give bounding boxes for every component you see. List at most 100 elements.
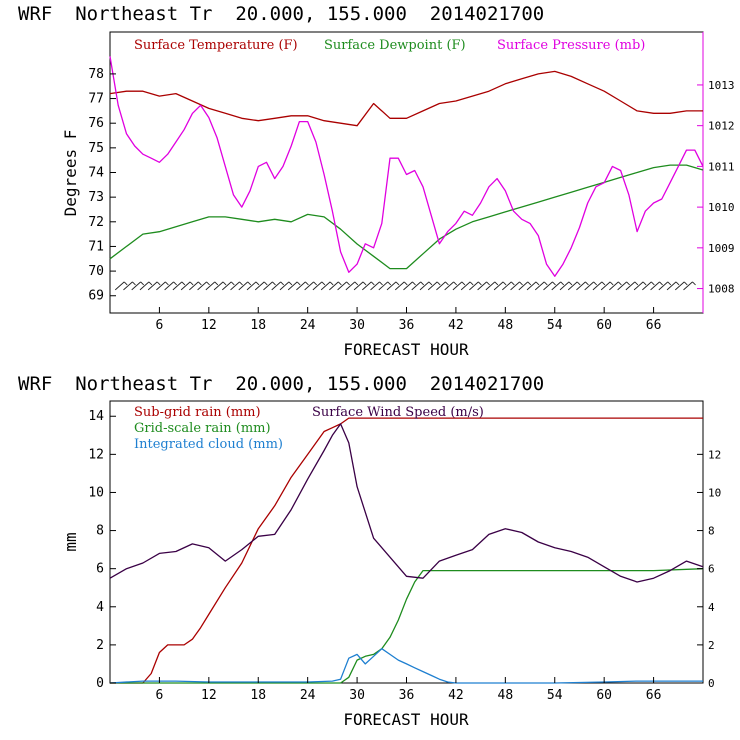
wind-barb-flag	[601, 281, 606, 286]
legend-gridscale-rain: Grid-scale rain (mm)	[134, 421, 271, 436]
wind-barb	[534, 281, 545, 291]
y-tick-label: 10	[88, 485, 104, 500]
wind-barb	[205, 281, 216, 291]
wind-barb	[576, 281, 586, 291]
chart-title-bottom: WRF Northeast Tr 20.000, 155.000 2014021…	[18, 373, 544, 395]
wind-barb-flag	[387, 281, 392, 286]
wind-barb-flag	[428, 281, 433, 286]
wind-barb	[411, 281, 422, 291]
wind-barb-flag	[412, 281, 416, 286]
wind-barb-flag	[206, 281, 210, 286]
wind-barb	[238, 281, 249, 291]
wind-barb	[296, 281, 306, 291]
x-tick-label: 12	[201, 688, 217, 703]
wind-barb	[510, 281, 520, 291]
x-tick-label: 6	[156, 318, 164, 333]
wind-barb-flag	[296, 281, 301, 286]
wind-barb-flag	[239, 281, 243, 286]
wind-barb-flag	[585, 281, 589, 286]
x-tick-label: 6	[156, 688, 164, 703]
wind-barb	[674, 281, 685, 291]
wind-barb-flag	[692, 281, 696, 286]
wind-barb	[131, 281, 142, 291]
wind-barb-flag	[313, 281, 317, 286]
wind-barb	[559, 281, 570, 291]
wind-barb	[164, 281, 174, 291]
x-tick-label: 42	[448, 318, 464, 333]
wind-barb	[353, 281, 364, 291]
x-tick-label: 36	[399, 688, 415, 703]
wind-barb	[123, 281, 133, 291]
y-tick-label: 74	[88, 166, 104, 181]
wind-barb-flag	[420, 281, 425, 286]
wind-barb-flag	[552, 281, 556, 286]
legend-surface-pressure: Surface Pressure (mb)	[497, 38, 645, 53]
x-tick-label: 24	[300, 688, 316, 703]
wind-barb	[271, 281, 282, 291]
wind-barb-flag	[255, 281, 260, 286]
chart-title-top: WRF Northeast Tr 20.000, 155.000 2014021…	[18, 3, 544, 25]
wind-barb	[493, 281, 504, 291]
y2-tick-label: 6	[708, 563, 715, 576]
wind-barb-flag	[659, 281, 663, 286]
wind-barb	[633, 281, 644, 291]
wind-barb	[114, 281, 125, 291]
surface-pressure-mb-line	[109, 56, 704, 277]
wind-barb	[518, 281, 529, 291]
wind-barb-flag	[132, 281, 136, 286]
wind-barb-flag	[338, 281, 342, 286]
wind-barb-flag	[354, 281, 359, 286]
wind-barb	[345, 281, 356, 291]
wind-barb	[312, 281, 323, 291]
wind-barb	[189, 281, 199, 291]
x-tick-label: 36	[399, 318, 415, 333]
wind-barb-flag	[222, 281, 227, 286]
wind-barb	[526, 281, 537, 291]
wind-barb-flag	[379, 281, 383, 286]
wind-barb	[642, 281, 652, 291]
precipitation-chart: WRF Northeast Tr 20.000, 155.000 2014021…	[18, 373, 721, 729]
wind-barb-flag	[683, 281, 688, 286]
wind-barb	[600, 281, 611, 291]
y-tick-label: 14	[88, 409, 104, 424]
x-tick-label: 30	[349, 318, 365, 333]
y-tick-label: 76	[88, 116, 104, 131]
wind-barb-flag	[560, 281, 565, 286]
wind-barb-flag	[535, 281, 540, 286]
wind-barb-flag	[651, 281, 655, 286]
wind-barb-flag	[198, 281, 202, 286]
y-axis-label-bottom: mm	[61, 532, 80, 551]
legend-surface-wind-speed: Surface Wind Speed (m/s)	[312, 405, 484, 420]
wind-barb-flag	[140, 281, 145, 286]
wind-barb	[329, 281, 339, 291]
wind-barb	[551, 281, 562, 291]
y2-tick-label: 4	[708, 601, 715, 614]
wind-barb-flag	[280, 281, 285, 286]
y-axis-label-top: Degrees F	[61, 130, 80, 217]
y2-tick-label: 2	[708, 639, 715, 652]
x-tick-label: 54	[547, 318, 563, 333]
wind-barb	[477, 281, 487, 291]
wind-barb	[650, 281, 660, 291]
y-tick-label: 2	[96, 638, 104, 653]
x-tick-label: 18	[250, 688, 266, 703]
wind-barb	[222, 281, 232, 291]
wind-barb	[378, 281, 389, 291]
wind-barb-flag	[272, 281, 276, 286]
wind-barb-flag	[371, 281, 375, 286]
sub-grid-rain-mm-line	[110, 417, 703, 684]
wind-barb-flag	[453, 281, 457, 286]
wind-barb-flag	[181, 281, 186, 286]
wind-barb-flag	[634, 281, 639, 286]
wind-barb	[444, 281, 454, 291]
y-tick-label: 69	[88, 289, 104, 304]
wind-barb-flag	[214, 281, 219, 286]
wind-barb	[427, 281, 438, 291]
wind-barb	[609, 281, 619, 291]
y-tick-label: 0	[96, 676, 104, 691]
surface-temperature-f-line	[109, 70, 703, 127]
y-tick-label: 12	[88, 447, 104, 462]
wind-barb	[304, 281, 314, 291]
wind-barb-flag	[618, 281, 622, 286]
